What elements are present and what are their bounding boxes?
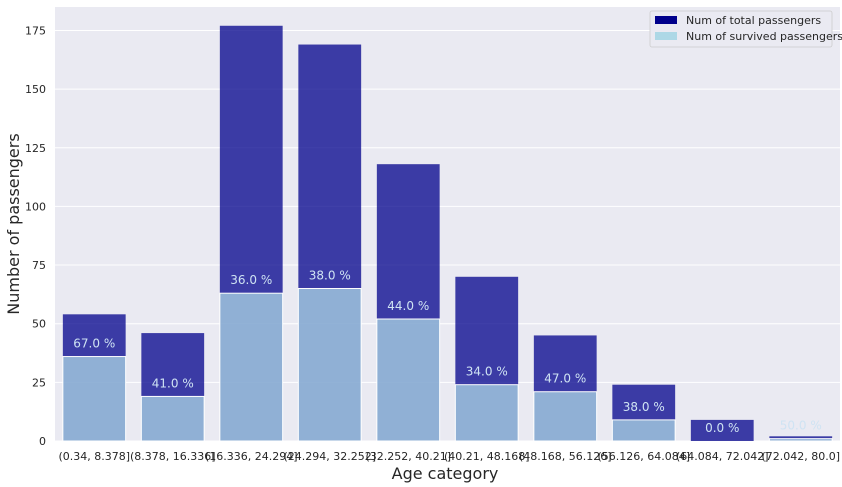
- bar-survived: [611, 419, 676, 442]
- y-tick-label: 125: [25, 142, 46, 155]
- y-tick-label: 100: [25, 200, 46, 213]
- x-tick-label: (56.126, 64.084]: [597, 450, 690, 463]
- x-tick-label: (24.294, 32.252]: [283, 450, 376, 463]
- y-tick-label: 150: [25, 83, 46, 96]
- x-axis-label: Age category: [392, 464, 499, 483]
- legend-swatch-survived: [655, 32, 677, 40]
- percent-label: 44.0 %: [387, 299, 429, 313]
- bar-survived: [454, 384, 519, 442]
- percent-label: 34.0 %: [466, 365, 508, 379]
- bar-survived: [219, 292, 284, 442]
- y-tick-labels: 0 25 50 75 100 125 150 175: [25, 24, 46, 448]
- y-tick-label: 175: [25, 24, 46, 37]
- bar-survived: [376, 318, 441, 442]
- bar-survived: [297, 288, 362, 442]
- y-tick-label: 50: [32, 318, 46, 331]
- legend-label-survived: Num of survived passengers: [686, 30, 842, 43]
- percent-label: 38.0 %: [309, 269, 351, 283]
- legend: Num of total passengers Num of survived …: [649, 10, 842, 48]
- y-tick-label: 75: [32, 259, 46, 272]
- percent-label: 0.0 %: [705, 421, 739, 435]
- percent-label: 47.0 %: [544, 372, 586, 386]
- x-tick-label: (16.336, 24.294]: [205, 450, 298, 463]
- bar-survived: [140, 395, 205, 442]
- x-tick-label: (40.21, 48.168]: [444, 450, 530, 463]
- percent-label: 50.0 %: [780, 419, 822, 433]
- percent-label: 38.0 %: [623, 400, 665, 414]
- legend-label-total: Num of total passengers: [686, 14, 821, 27]
- legend-box: [649, 10, 833, 48]
- percent-labels: 67.0 % 41.0 % 36.0 % 38.0 % 44.0 % 34.0 % 47.0…: [73, 269, 821, 435]
- legend-swatch-total: [655, 16, 677, 24]
- survived-bars: [62, 288, 833, 442]
- x-tick-label: (32.252, 40.21]: [365, 450, 451, 463]
- percent-label: 36.0 %: [230, 273, 272, 287]
- y-axis-label: Number of passengers: [4, 133, 23, 314]
- percent-label: 41.0 %: [152, 376, 194, 390]
- bar-survived: [768, 438, 833, 442]
- x-tick-label: (8.378, 16.336]: [130, 450, 216, 463]
- x-tick-label: (48.168, 56.126]: [519, 450, 612, 463]
- bar-total: [690, 419, 754, 441]
- bar-survived: [533, 391, 598, 442]
- y-tick-label: 0: [39, 435, 46, 448]
- x-tick-label: (0.34, 8.378]: [58, 450, 130, 463]
- percent-label: 67.0 %: [73, 337, 115, 351]
- y-tick-label: 25: [32, 376, 46, 389]
- bar-survived: [62, 356, 127, 442]
- x-tick-label: (72.042, 80.0]: [761, 450, 840, 463]
- x-tick-label: (64.084, 72.042]: [676, 450, 769, 463]
- x-tick-labels: (0.34, 8.378] (8.378, 16.336](16.336, 24.…: [58, 450, 840, 463]
